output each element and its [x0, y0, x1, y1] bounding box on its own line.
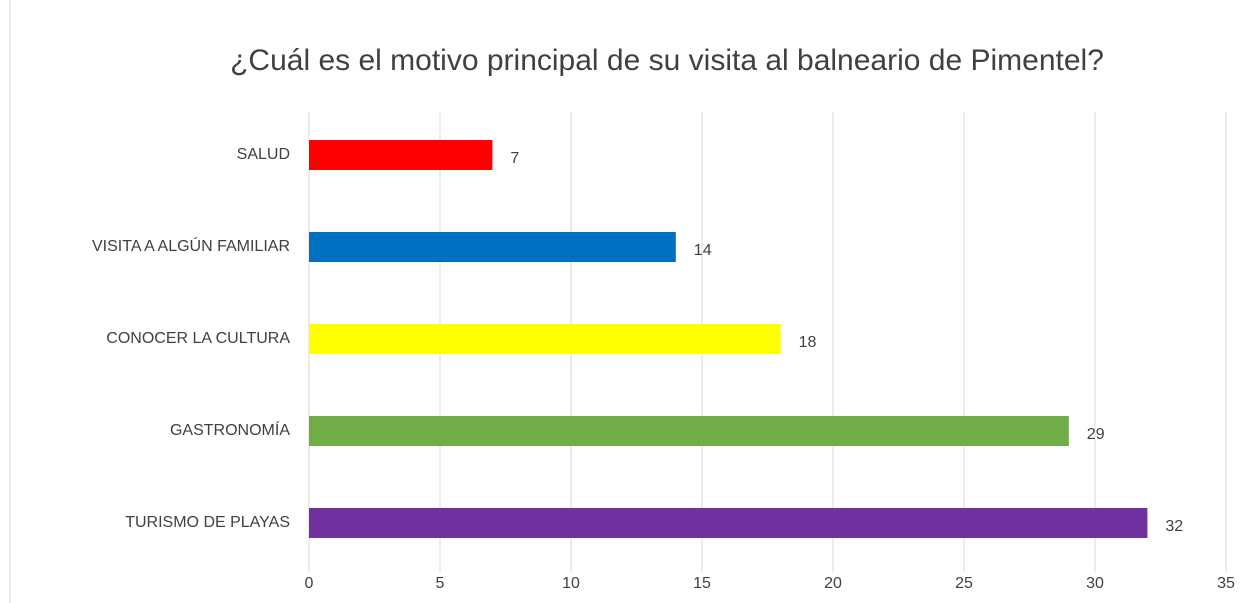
x-tick-label: 20 [824, 575, 842, 592]
y-tick-label: VISITA A ALGÚN FAMILIAR [92, 236, 290, 255]
data-label: 18 [799, 334, 817, 351]
y-tick-label: CONOCER LA CULTURA [106, 330, 290, 347]
bar [309, 140, 493, 170]
x-tick-label: 10 [562, 575, 580, 592]
x-tick-label: 35 [1217, 575, 1235, 592]
data-label: 7 [510, 150, 519, 167]
y-tick-label: TURISMO DE PLAYAS [125, 514, 290, 531]
chart-title: ¿Cuál es el motivo principal de su visit… [230, 44, 1104, 77]
bar [309, 232, 676, 262]
bar [309, 416, 1069, 446]
bar [309, 508, 1148, 538]
x-tick-label: 30 [1086, 575, 1104, 592]
data-label: 32 [1165, 518, 1183, 535]
data-label: 29 [1087, 426, 1105, 443]
y-tick-label: SALUD [237, 146, 290, 163]
x-tick-label: 0 [305, 575, 314, 592]
y-tick-label: GASTRONOMÍA [170, 420, 290, 439]
x-tick-label: 25 [955, 575, 973, 592]
bar [309, 324, 781, 354]
data-label: 14 [694, 242, 712, 259]
x-tick-label: 5 [436, 575, 445, 592]
x-tick-label: 15 [693, 575, 711, 592]
